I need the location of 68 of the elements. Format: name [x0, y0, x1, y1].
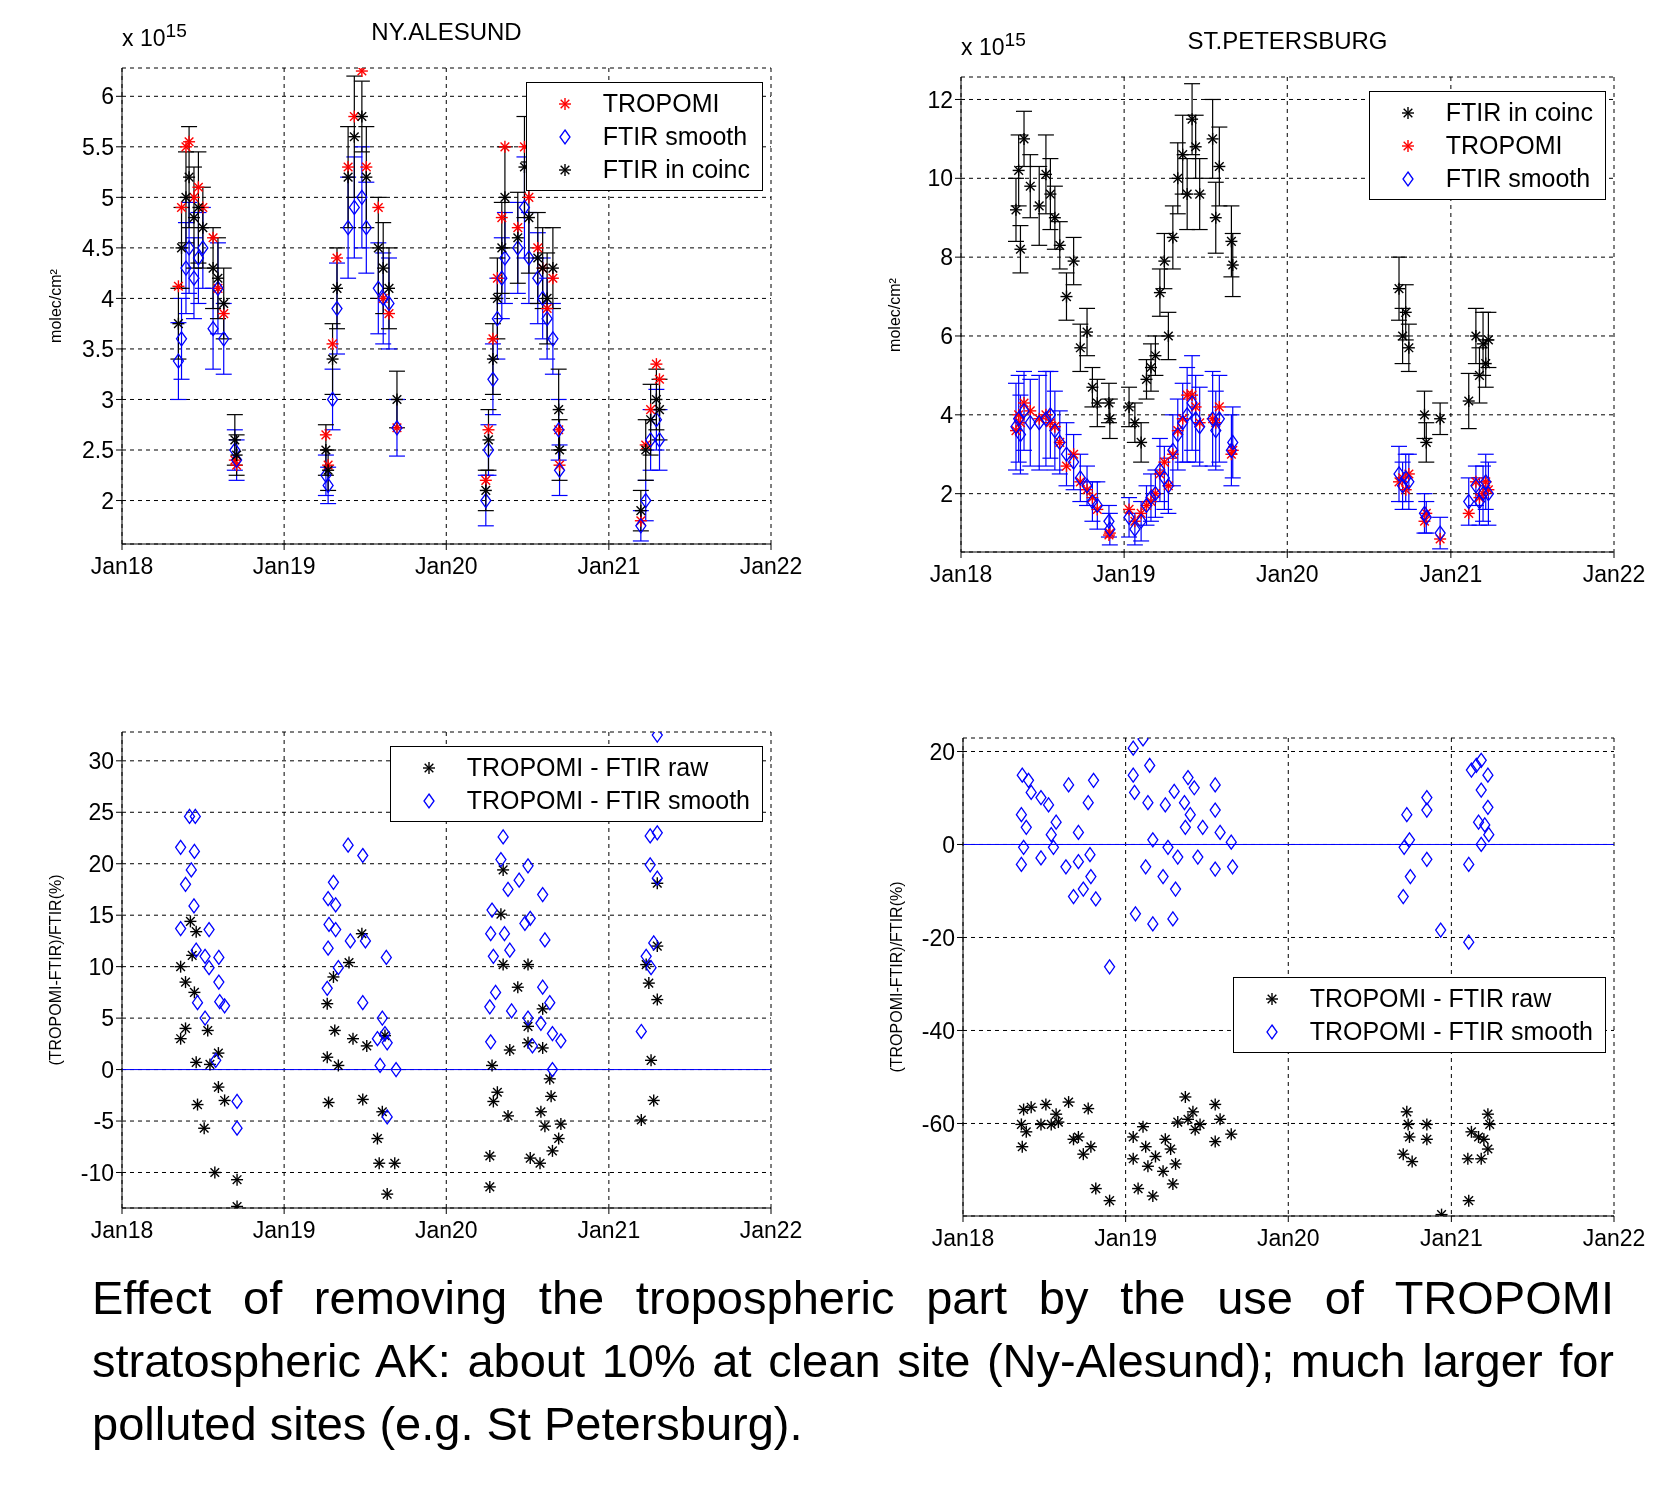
y-tick-label: 10: [88, 953, 114, 980]
x-tick-label: Jan20: [414, 553, 478, 580]
chart-title: NY.ALESUND: [371, 18, 522, 45]
legend-label: TROPOMI - FTIR raw: [1309, 984, 1552, 1013]
x-tick-label: Jan20: [1255, 561, 1319, 588]
y-tick-label: 2.5: [82, 437, 114, 464]
y-tick-label: 2: [101, 487, 114, 514]
y-tick-label: 3.5: [82, 336, 114, 363]
x-tick-label: Jan20: [1256, 1225, 1320, 1252]
y-tick-label: 4.5: [82, 235, 114, 262]
y-axis-title: molec/cm²: [886, 277, 904, 352]
text: Effect of removing the tropospheric part by the use of TROPOMI stratospheric AK: about 10% at clean site (Ny-Alesund); much larger for polluted sites (e.g. St Petersburg).: [92, 1270, 1614, 1452]
y-tick-label: 10: [927, 165, 953, 192]
y-tick-label: -10: [80, 1159, 114, 1186]
y-tick-label: 20: [88, 850, 114, 877]
y-tick-label: 6: [101, 83, 114, 110]
y-tick-label: 4: [101, 285, 115, 312]
y-tick-label: 30: [88, 747, 114, 774]
x-tick-label: Jan19: [252, 553, 316, 580]
legend-label: FTIR in coinc: [602, 155, 750, 184]
x-tick-label: Jan19: [1092, 561, 1156, 588]
y-tick-label: 25: [88, 799, 114, 826]
x-tick-label: Jan21: [577, 553, 641, 580]
y-tick-label: -40: [921, 1017, 955, 1044]
y-tick-label: 6: [940, 323, 953, 350]
chart-title: ST.PETERSBURG: [1187, 27, 1388, 54]
y-tick-label: 3: [101, 386, 114, 413]
y-tick-label: -20: [921, 924, 955, 951]
legend-label: FTIR in coinc: [1445, 98, 1593, 127]
y-tick-label: 12: [927, 86, 953, 113]
y-tick-label: 5: [101, 184, 114, 211]
y-tick-label: 4: [940, 401, 954, 428]
legend-label: FTIR smooth: [602, 122, 748, 151]
y-tick-label: -5: [93, 1108, 114, 1135]
y-axis-title: (TROPOMI-FTIR)/FTIR(%): [47, 874, 65, 1066]
legend-label: TROPOMI - FTIR raw: [466, 753, 709, 782]
x-tick-label: Jan21: [577, 1217, 641, 1244]
y-tick-label: 5.5: [82, 133, 114, 160]
x-tick-label: Jan21: [1420, 1225, 1483, 1252]
y-tick-label: 8: [940, 244, 953, 271]
x-tick-label: Jan22: [739, 553, 803, 580]
text: x 10$^{15}$: [122, 20, 187, 52]
x-tick-label: Jan18: [90, 1217, 154, 1244]
text: x 10$^{15}$: [961, 29, 1026, 61]
x-tick-label: Jan21: [1419, 561, 1483, 588]
y-tick-label: 0: [101, 1056, 114, 1083]
x-tick-label: Jan19: [252, 1217, 316, 1244]
legend-label: TROPOMI: [602, 89, 720, 118]
x-tick-label: Jan22: [1582, 1225, 1646, 1252]
legend-label: FTIR smooth: [1445, 164, 1591, 193]
legend-label: TROPOMI: [1445, 131, 1563, 160]
x-tick-label: Jan22: [739, 1217, 803, 1244]
x-tick-label: Jan18: [929, 561, 993, 588]
x-tick-label: Jan18: [931, 1225, 995, 1252]
legend-label: TROPOMI - FTIR smooth: [466, 786, 750, 815]
x-tick-label: Jan19: [1094, 1225, 1157, 1252]
y-tick-label: 20: [929, 738, 955, 765]
x-tick-label: Jan20: [414, 1217, 478, 1244]
legend-label: TROPOMI - FTIR smooth: [1309, 1017, 1593, 1046]
y-axis-title: (TROPOMI-FTIR)/FTIR(%): [888, 881, 906, 1073]
y-tick-label: 0: [942, 831, 955, 858]
y-tick-label: 15: [88, 902, 114, 929]
y-tick-label: 2: [940, 480, 953, 507]
y-tick-label: -60: [921, 1110, 955, 1137]
y-axis-title: molec/cm²: [47, 269, 65, 343]
x-tick-label: Jan18: [90, 553, 154, 580]
x-tick-label: Jan22: [1582, 561, 1646, 588]
y-tick-label: 5: [101, 1005, 114, 1032]
